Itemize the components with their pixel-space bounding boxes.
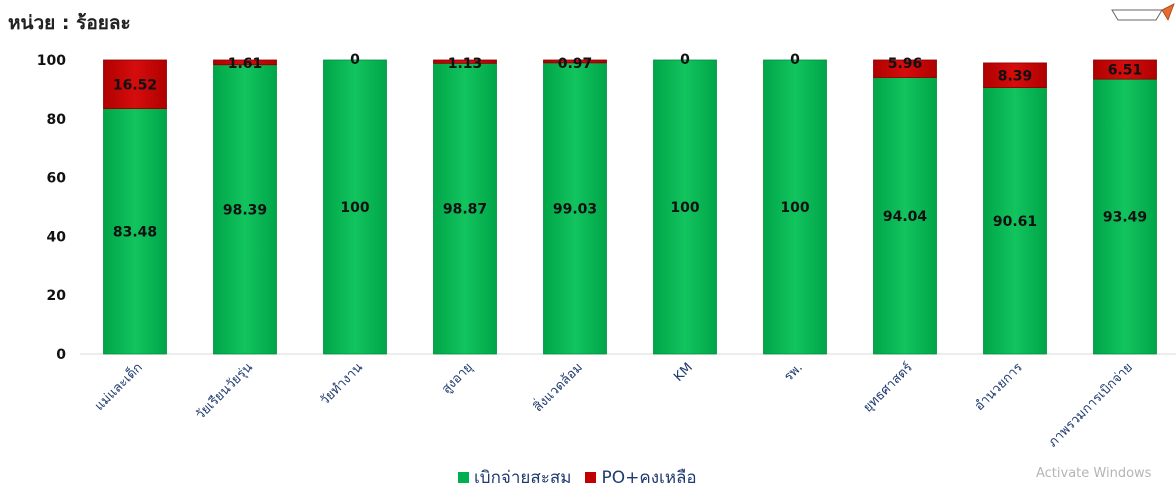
data-label-po-remaining: 0 [790,52,800,68]
bar-po-remaining [103,59,167,109]
data-label-disbursed: 93.49 [1103,210,1147,226]
data-label-po-remaining: 1.61 [228,56,263,72]
bar-disbursed [873,77,937,355]
y-tick-label: 0 [56,347,66,363]
data-label-disbursed: 98.39 [223,202,267,218]
data-label-po-remaining: 0.97 [558,56,593,72]
legend-item-po-remaining: PO+คงเหลือ [585,464,697,491]
y-tick-label: 40 [47,229,67,245]
bar-po-remaining [1093,59,1157,80]
bar-disbursed [1093,78,1157,355]
data-label-po-remaining: 0 [350,52,360,68]
data-label-disbursed: 100 [780,200,809,216]
data-label-disbursed: 98.87 [443,202,487,218]
x-category-label: KM [671,360,696,385]
data-label-disbursed: 83.48 [113,224,157,240]
x-category-label: อำนวยการ [972,360,1026,414]
y-tick-label: 60 [47,171,67,187]
bar-disbursed [763,59,827,355]
data-label-po-remaining: 6.51 [1108,63,1143,79]
data-label-disbursed: 99.03 [553,201,597,217]
data-label-disbursed: 94.04 [883,209,928,225]
legend: เบิกจ่ายสะสม PO+คงเหลือ [458,464,697,491]
x-category-label: วัยเรียนวัยรุ่น [192,359,255,422]
bar-po-remaining [983,62,1047,89]
data-label-po-remaining: 8.39 [998,68,1033,84]
corner-tab-icon[interactable] [1110,0,1176,22]
data-label-po-remaining: 16.52 [113,77,157,93]
x-category-label: สิ่งแวดล้อม [529,359,585,415]
bar-po-remaining [213,59,277,66]
bar-disbursed [653,59,717,355]
bar-disbursed [983,87,1047,355]
activate-windows-watermark: Activate Windows [1036,466,1152,481]
data-label-disbursed: 90.61 [993,214,1037,230]
bar-po-remaining [543,59,607,64]
stacked-bar-chart: 0 20 40 60 80 100 83.48 16.52 แม่และเด็ก 98.39 1.… [37,52,1176,450]
legend-item-disbursed: เบิกจ่ายสะสม [458,464,571,491]
legend-label-po-remaining: PO+คงเหลือ [601,468,697,488]
bar-po-remaining [873,59,937,78]
bar-disbursed [103,108,167,355]
x-category-label: แม่และเด็ก [90,358,146,414]
x-category-label: ภาพรวมการเบิกจ่าย [1046,360,1136,450]
x-category-label: รพ. [781,360,806,385]
y-tick-label: 100 [37,53,66,69]
x-category-label: วัยทำงาน [318,360,366,408]
legend-label-disbursed: เบิกจ่ายสะสม [474,468,572,488]
data-label-po-remaining: 0 [680,52,690,68]
unit-label: หน่วย : ร้อยละ [8,12,131,34]
bar-disbursed [543,62,607,355]
legend-swatch-red [585,472,597,483]
data-label-po-remaining: 1.13 [448,56,483,72]
bar-po-remaining [433,59,497,64]
y-tick-label: 80 [47,112,67,128]
x-category-label: ยุทธศาสตร์ [860,360,916,416]
bar-disbursed [213,64,277,355]
y-tick-label: 20 [47,288,67,304]
data-label-disbursed: 100 [670,200,699,216]
bar-disbursed [323,59,387,355]
bar-disbursed [433,62,497,355]
legend-swatch-green [458,472,469,483]
x-category-label: สูงอายุ [439,360,476,397]
data-label-disbursed: 100 [340,200,369,216]
data-label-po-remaining: 5.96 [888,56,923,72]
